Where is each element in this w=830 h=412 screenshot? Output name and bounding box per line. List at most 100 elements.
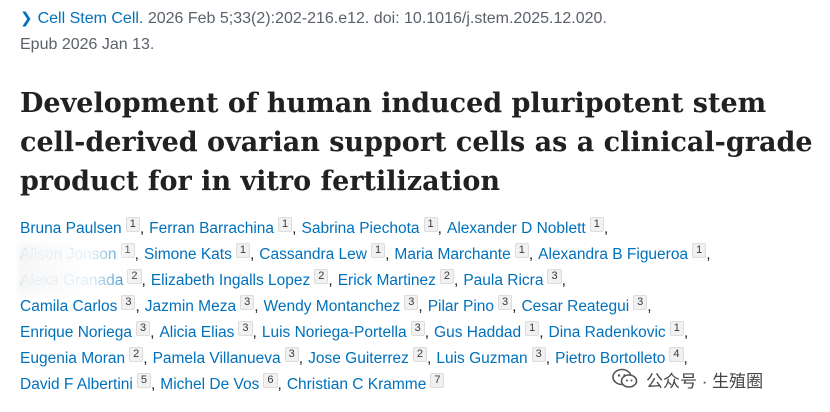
author-name[interactable]: Enrique Noriega bbox=[20, 324, 133, 341]
affiliation-badge[interactable]: 1 bbox=[125, 217, 140, 232]
author-separator: , bbox=[539, 324, 544, 341]
affiliation-badge[interactable]: 3 bbox=[410, 321, 425, 336]
author-separator: , bbox=[683, 324, 689, 341]
author-name[interactable]: Eugenia Moran bbox=[20, 350, 126, 367]
author-name[interactable]: Pilar Pino bbox=[427, 298, 495, 315]
affiliation-badge[interactable]: 2 bbox=[314, 269, 329, 284]
affiliation-badge[interactable]: 3 bbox=[238, 321, 253, 336]
affiliation-badge[interactable]: 3 bbox=[284, 347, 299, 362]
affiliation-badge[interactable]: 1 bbox=[692, 243, 707, 258]
author-name[interactable]: Paula Ricra bbox=[463, 272, 544, 289]
author-separator: , bbox=[454, 272, 459, 289]
author-name[interactable]: Christian C Kramme bbox=[286, 376, 427, 393]
wechat-icon bbox=[612, 368, 638, 388]
author-name[interactable]: Wendy Montanchez bbox=[263, 298, 401, 315]
affiliation-badge[interactable]: 6 bbox=[263, 373, 278, 388]
author-separator: , bbox=[135, 298, 140, 315]
author-name[interactable]: Alexander D Noblett bbox=[446, 220, 586, 237]
author-line: Camila Carlos 3, Jazmin Meza 3, Wendy Montan… bbox=[20, 294, 820, 320]
author-separator: , bbox=[139, 220, 145, 237]
author-separator: , bbox=[512, 298, 517, 315]
author-name[interactable]: Simone Kats bbox=[143, 246, 232, 263]
citation: ❯ Cell Stem Cell. 2026 Feb 5;33(2):202-21… bbox=[20, 9, 810, 55]
author-line: David F Albertini 5, Michel De Vos 6, Christ… bbox=[20, 372, 820, 398]
author-separator: , bbox=[328, 272, 333, 289]
author-separator: , bbox=[424, 324, 430, 341]
watermark: 公众号 · 生殖圈 bbox=[612, 366, 763, 392]
author-name[interactable]: Cassandra Lew bbox=[259, 246, 367, 263]
affiliation-badge[interactable]: 3 bbox=[240, 295, 255, 310]
author-name[interactable]: Gus Haddad bbox=[434, 324, 522, 341]
author-name[interactable]: Maria Marchante bbox=[394, 246, 511, 263]
author-name[interactable]: Bruna Paulsen bbox=[20, 220, 122, 237]
author-separator: , bbox=[150, 324, 155, 341]
author-name[interactable]: Elizabeth Ingalls Lopez bbox=[150, 272, 311, 289]
author-name[interactable]: Alexandra B Figueroa bbox=[538, 246, 689, 263]
author-separator: , bbox=[385, 246, 390, 263]
blurred-region bbox=[18, 244, 138, 294]
affiliation-badge[interactable]: 1 bbox=[525, 321, 540, 336]
affiliation-badge[interactable]: 3 bbox=[498, 295, 513, 310]
author-separator: , bbox=[150, 376, 156, 393]
author-separator: , bbox=[603, 220, 609, 237]
author-line: Bruna Paulsen 1, Ferran Barrachina 1, Sabrin… bbox=[20, 216, 820, 242]
author-line: Enrique Noriega 3, Alicia Elias 3, Luis Nori… bbox=[20, 320, 820, 346]
author-separator: , bbox=[706, 246, 711, 263]
affiliation-badge[interactable]: 4 bbox=[669, 347, 684, 362]
author-name[interactable]: Dina Radenkovic bbox=[548, 324, 666, 341]
author-name[interactable]: Camila Carlos bbox=[20, 298, 118, 315]
author-name[interactable]: Luis Noriega-Portella bbox=[261, 324, 407, 341]
affiliation-badge[interactable]: 3 bbox=[121, 295, 136, 310]
author-name[interactable]: Luis Guzman bbox=[436, 350, 528, 367]
affiliation-badge[interactable]: 1 bbox=[278, 217, 293, 232]
author-name[interactable]: David F Albertini bbox=[20, 376, 133, 393]
article-title: Development of human induced pluripotent… bbox=[20, 88, 813, 197]
author-separator: , bbox=[528, 246, 534, 263]
affiliation-badge[interactable]: 1 bbox=[514, 243, 529, 258]
author-separator: , bbox=[427, 350, 432, 367]
affiliation-badge[interactable]: 3 bbox=[531, 347, 546, 362]
affiliation-badge[interactable]: 3 bbox=[633, 295, 648, 310]
affiliation-badge[interactable]: 2 bbox=[129, 347, 144, 362]
author-separator: , bbox=[254, 298, 259, 315]
author-name[interactable]: Jose Guiterrez bbox=[308, 350, 409, 367]
author-separator: , bbox=[545, 350, 551, 367]
author-line: Eugenia Moran 2, Pamela Villanueva 3, Jose G… bbox=[20, 346, 820, 372]
epub-date: Epub 2026 Jan 13. bbox=[20, 36, 155, 53]
author-name[interactable]: Michel De Vos bbox=[160, 376, 260, 393]
author-name[interactable]: Alicia Elias bbox=[159, 324, 235, 341]
author-separator: , bbox=[292, 220, 297, 237]
author-separator: , bbox=[418, 298, 423, 315]
affiliation-badge[interactable]: 1 bbox=[669, 321, 684, 336]
affiliation-badge[interactable]: 3 bbox=[547, 269, 562, 284]
author-separator: , bbox=[143, 350, 148, 367]
affiliation-badge[interactable]: 1 bbox=[370, 243, 386, 258]
author-separator: , bbox=[437, 220, 442, 237]
author-name[interactable]: Jazmin Meza bbox=[144, 298, 237, 315]
affiliation-badge[interactable]: 5 bbox=[136, 373, 151, 388]
chevron-right-icon[interactable]: ❯ bbox=[20, 10, 33, 27]
author-name[interactable]: Cesar Reategui bbox=[521, 298, 630, 315]
author-name[interactable]: Pamela Villanueva bbox=[152, 350, 281, 367]
author-separator: , bbox=[647, 298, 652, 315]
author-separator: , bbox=[252, 324, 257, 341]
affiliation-badge[interactable]: 3 bbox=[404, 295, 419, 310]
affiliation-badge[interactable]: 2 bbox=[439, 269, 455, 284]
journal-link[interactable]: Cell Stem Cell. bbox=[37, 10, 144, 27]
affiliation-badge[interactable]: 3 bbox=[136, 321, 151, 336]
affiliation-badge[interactable]: 7 bbox=[430, 373, 445, 388]
author-separator: , bbox=[249, 246, 255, 263]
affiliation-badge[interactable]: 2 bbox=[412, 347, 428, 362]
author-separator: , bbox=[277, 376, 282, 393]
affiliation-badge[interactable]: 1 bbox=[235, 243, 250, 258]
watermark-text: 公众号 · 生殖圈 bbox=[646, 371, 764, 391]
affiliation-badge[interactable]: 1 bbox=[423, 217, 438, 232]
affiliation-badge[interactable]: 1 bbox=[589, 217, 604, 232]
author-separator: , bbox=[561, 272, 566, 289]
author-name[interactable]: Erick Martinez bbox=[337, 272, 436, 289]
author-separator: , bbox=[141, 272, 146, 289]
author-name[interactable]: Ferran Barrachina bbox=[149, 220, 275, 237]
author-name[interactable]: Pietro Bortolleto bbox=[555, 350, 666, 367]
author-name[interactable]: Sabrina Piechota bbox=[301, 220, 420, 237]
